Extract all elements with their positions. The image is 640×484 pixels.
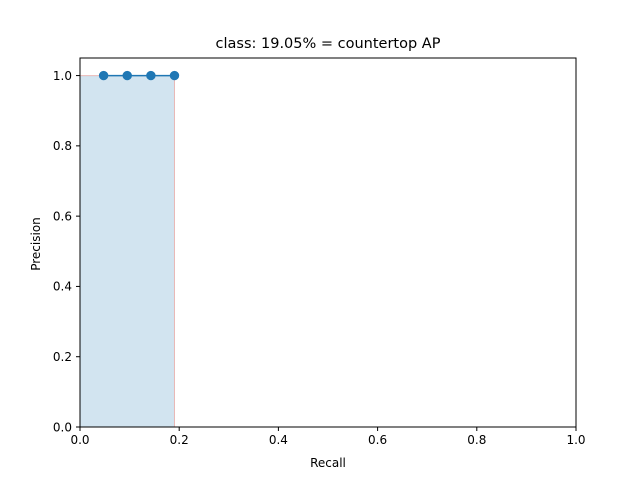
series-group [98, 70, 180, 81]
chart-title: class: 19.05% = countertop AP [216, 36, 441, 52]
y-tick-label: 0.4 [53, 280, 72, 294]
y-ticks: 0.0 0.2 0.4 0.6 0.8 1.0 [53, 69, 80, 434]
data-point [122, 70, 132, 81]
x-ticks: 0.0 0.2 0.4 0.6 0.8 1.0 [70, 427, 586, 447]
ap-area-group [80, 75, 175, 427]
y-tick-label: 0.2 [53, 350, 72, 364]
x-tick-label: 0.2 [170, 433, 189, 447]
y-tick-label: 0.6 [53, 209, 72, 223]
data-point [98, 70, 109, 81]
data-point [169, 70, 180, 81]
x-tick-label: 1.0 [566, 433, 585, 447]
y-tick-label: 0.8 [53, 139, 72, 153]
x-tick-label: 0.6 [368, 433, 387, 447]
axes-frame [79, 57, 577, 428]
y-tick-label: 0.0 [53, 420, 72, 434]
y-axis-label: Precision [29, 217, 43, 271]
x-tick-label: 0.0 [70, 433, 89, 447]
ap-area-fill [80, 75, 175, 427]
x-tick-label: 0.4 [269, 433, 288, 447]
x-tick-label: 0.8 [467, 433, 486, 447]
data-point [146, 70, 156, 81]
y-tick-label: 1.0 [53, 69, 72, 83]
x-axis-label: Recall [310, 456, 346, 470]
